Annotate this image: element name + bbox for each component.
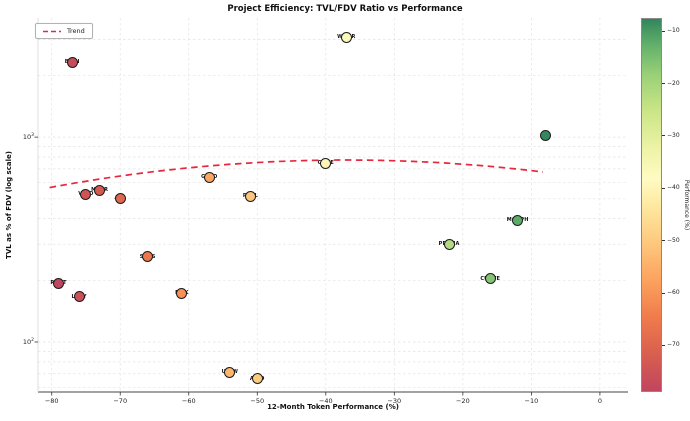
x-tick-label: 0 <box>597 397 602 405</box>
data-point <box>484 273 496 285</box>
trend-line-swatch <box>43 30 61 32</box>
x-tick-label: −60 <box>181 397 196 405</box>
data-point <box>512 214 524 226</box>
colorbar-tick-label: −60 <box>667 289 680 296</box>
data-point <box>539 129 551 141</box>
data-point <box>443 238 455 250</box>
data-point <box>244 190 256 202</box>
colorbar-tick-label: −30 <box>667 131 680 139</box>
x-tick-label: −10 <box>524 397 539 405</box>
colorbar-tick <box>662 344 665 346</box>
trend-line <box>49 159 544 189</box>
colorbar-tick <box>662 30 665 32</box>
x-tick-label: −80 <box>44 397 59 405</box>
colorbar-tick <box>662 135 665 137</box>
x-tick-label: −40 <box>318 397 333 405</box>
colorbar-label: Performance (%) <box>683 179 690 231</box>
colorbar <box>641 18 662 392</box>
y-tick-label: 102 <box>22 337 34 347</box>
x-axis-label: 12-Month Token Performance (%) <box>267 403 399 411</box>
colorbar-tick <box>662 240 665 242</box>
colorbar-tick <box>662 187 665 189</box>
x-tick-label: −70 <box>113 397 128 405</box>
x-tick-label: −20 <box>455 397 470 405</box>
data-point <box>114 192 126 204</box>
legend-trend-label: Trend <box>67 27 85 35</box>
data-point <box>80 188 92 200</box>
colorbar-tick <box>662 292 665 294</box>
data-point <box>203 171 215 183</box>
data-point <box>142 251 154 263</box>
data-point <box>251 373 263 385</box>
x-tick-label: −30 <box>387 397 402 405</box>
colorbar-tick-label: −20 <box>667 79 680 87</box>
legend: Trend <box>35 23 93 39</box>
x-tick-label: −50 <box>250 397 265 405</box>
axes <box>34 18 628 396</box>
gridlines <box>38 18 628 392</box>
chart-title: Project Efficiency: TVL/FDV Ratio vs Per… <box>227 4 463 14</box>
data-point <box>320 157 332 169</box>
data-point <box>176 287 188 299</box>
colorbar-tick-label: −50 <box>667 236 680 244</box>
colorbar-tick-label: −10 <box>667 27 680 35</box>
data-point <box>66 56 78 68</box>
data-point <box>73 291 85 303</box>
y-tick-label: 103 <box>22 133 34 142</box>
colorbar-tick <box>662 83 665 84</box>
data-point <box>53 277 65 289</box>
data-point <box>94 184 106 196</box>
y-axis-label: TVL as % of FDV (log scale) <box>5 151 13 259</box>
data-point <box>224 366 236 378</box>
data-point <box>340 31 352 43</box>
colorbar-tick-label: −70 <box>667 341 680 349</box>
colorbar-tick-label: −40 <box>667 184 680 192</box>
